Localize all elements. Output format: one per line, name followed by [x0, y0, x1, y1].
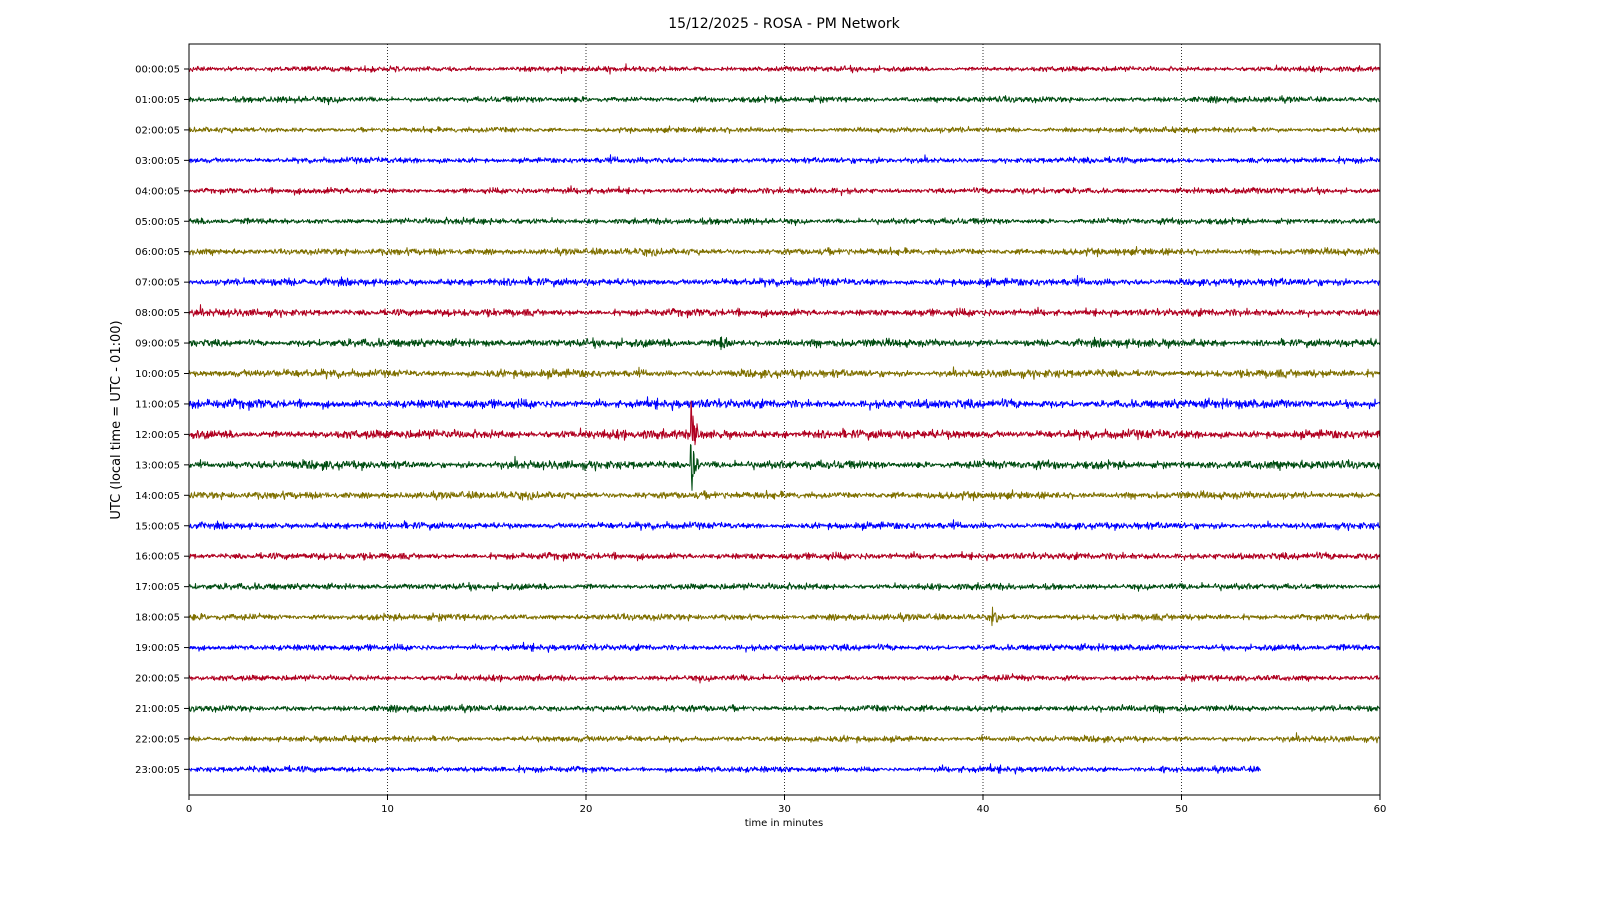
trace-row-3 — [188, 154, 1381, 165]
trace-row-13 — [188, 444, 1381, 491]
y-tick-label-14: 14:00:05 — [135, 491, 180, 502]
trace-row-21 — [188, 703, 1381, 714]
x-tick-label-10: 10 — [381, 804, 394, 815]
y-tick-label-10: 10:00:05 — [135, 369, 180, 380]
y-tick-label-20: 20:00:05 — [135, 674, 180, 685]
y-tick-label-6: 06:00:05 — [135, 247, 180, 258]
y-tick-label-7: 07:00:05 — [135, 278, 180, 289]
y-tick-label-8: 08:00:05 — [135, 308, 180, 319]
x-tick-label-20: 20 — [580, 804, 593, 815]
trace-row-8 — [188, 304, 1381, 319]
y-tick-label-9: 09:00:05 — [135, 339, 180, 350]
y-tick-label-21: 21:00:05 — [135, 704, 180, 715]
seismic-traces — [188, 63, 1381, 775]
trace-row-0 — [188, 63, 1381, 75]
y-tick-labels: 00:00:05 01:00:05 02:00:05 03:00:05 04:00:05… — [135, 65, 189, 776]
y-tick-label-16: 16:00:05 — [135, 552, 180, 563]
x-tick-labels: 0 10 20 30 40 50 60 — [186, 795, 1387, 815]
trace-row-12 — [188, 400, 1381, 446]
y-tick-label-11: 11:00:05 — [135, 399, 180, 410]
y-tick-label-4: 04:00:05 — [135, 186, 180, 197]
trace-row-20 — [188, 673, 1381, 684]
x-tick-label-50: 50 — [1175, 804, 1188, 815]
y-tick-label-0: 00:00:05 — [135, 65, 180, 76]
y-tick-label-17: 17:00:05 — [135, 582, 180, 593]
trace-row-17 — [188, 581, 1381, 592]
y-tick-label-19: 19:00:05 — [135, 643, 180, 654]
trace-row-1 — [188, 95, 1381, 106]
trace-row-22 — [188, 732, 1381, 744]
y-tick-label-22: 22:00:05 — [135, 734, 180, 745]
y-tick-label-13: 13:00:05 — [135, 460, 180, 471]
trace-row-10 — [188, 366, 1381, 380]
x-axis-label: time in minutes — [745, 818, 824, 829]
trace-row-6 — [188, 245, 1381, 258]
y-tick-label-15: 15:00:05 — [135, 521, 180, 532]
trace-row-16 — [188, 551, 1381, 562]
y-tick-label-3: 03:00:05 — [135, 156, 180, 167]
trace-row-19 — [188, 641, 1381, 653]
y-tick-label-23: 23:00:05 — [135, 765, 180, 776]
y-tick-label-2: 02:00:05 — [135, 125, 180, 136]
trace-row-2 — [188, 125, 1381, 134]
y-axis-label: UTC (local time = UTC - 01:00) — [109, 320, 124, 519]
y-tick-label-12: 12:00:05 — [135, 430, 180, 441]
trace-row-14 — [188, 489, 1381, 502]
trace-row-7 — [188, 274, 1381, 288]
y-tick-label-1: 01:00:05 — [135, 95, 180, 106]
trace-row-5 — [188, 216, 1381, 227]
x-tick-label-0: 0 — [186, 804, 192, 815]
trace-row-15 — [188, 519, 1381, 532]
trace-row-18 — [188, 606, 1381, 627]
y-tick-label-18: 18:00:05 — [135, 613, 180, 624]
x-tick-label-60: 60 — [1374, 804, 1387, 815]
trace-row-9 — [188, 336, 1381, 351]
vertical-gridlines — [387, 44, 1182, 795]
chart-title: 15/12/2025 - ROSA - PM Network — [668, 16, 900, 32]
trace-row-11 — [188, 396, 1381, 412]
x-tick-label-30: 30 — [778, 804, 791, 815]
y-tick-label-5: 05:00:05 — [135, 217, 180, 228]
x-tick-label-40: 40 — [977, 804, 990, 815]
trace-row-23 — [188, 763, 1261, 775]
trace-row-4 — [188, 185, 1381, 197]
